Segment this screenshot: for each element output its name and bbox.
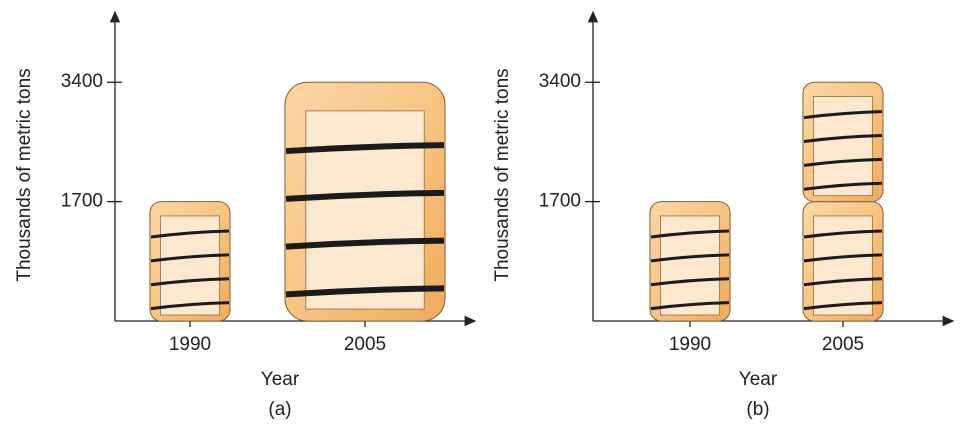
chart-panel: 1700 3400 Thousands of metric tons Year (b) 1… bbox=[492, 10, 955, 420]
caption: (a) bbox=[268, 399, 291, 420]
bale bbox=[149, 201, 231, 322]
y-tick-label: 3400 bbox=[539, 71, 581, 92]
y-tick-label: 1700 bbox=[539, 191, 581, 212]
chart-panel: 1700 3400 Thousands of metric tons Year (a) 1… bbox=[14, 10, 477, 420]
x-tick-label: 1990 bbox=[169, 334, 211, 355]
x-tick-label: 2005 bbox=[344, 334, 386, 355]
y-tick-label: 1700 bbox=[61, 191, 103, 212]
x-axis-title: Year bbox=[261, 369, 300, 390]
x-tick-label: 1990 bbox=[669, 334, 711, 355]
y-axis-title: Thousands of metric tons bbox=[492, 68, 513, 281]
bale bbox=[802, 81, 884, 322]
bale bbox=[649, 201, 731, 322]
x-tick-label: 2005 bbox=[822, 334, 864, 355]
bale bbox=[284, 81, 446, 322]
y-axis-title: Thousands of metric tons bbox=[14, 68, 35, 281]
y-tick-label: 3400 bbox=[61, 71, 103, 92]
x-axis-title: Year bbox=[739, 369, 778, 390]
caption: (b) bbox=[746, 399, 769, 420]
